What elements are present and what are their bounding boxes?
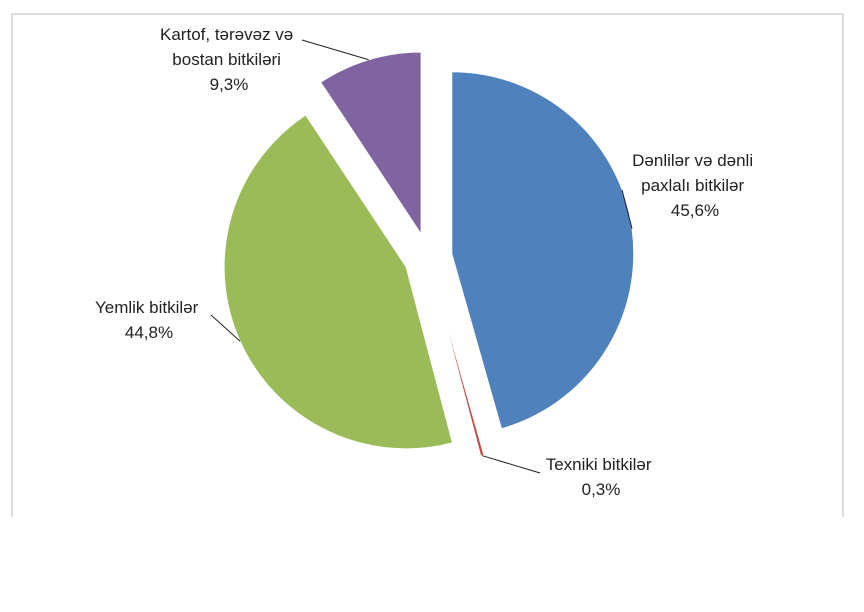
slice-label-kartof: Kartof, tərəvəz və bostan bitkiləri 9,3% (160, 25, 298, 94)
slice-value-denliler: 45,6% (671, 201, 719, 220)
slice-value-yemlik: 44,8% (125, 323, 173, 342)
slice-label-denliler-line2: paxlalı bitkilər (641, 176, 744, 195)
slice-yemlik-leader-line (210, 314, 241, 342)
slice-label-kartof-line2: bostan bitkiləri (172, 50, 281, 69)
slice-value-kartof: 9,3% (210, 75, 249, 94)
slice-denliler (451, 71, 635, 430)
slices-layer (223, 51, 635, 457)
slice-label-texniki: Texniki bitkilər 0,3% (546, 455, 657, 499)
slice-label-denliler-line1: Dənlilər və dənli (632, 151, 753, 170)
leaders-layer (210, 39, 633, 474)
slice-label-yemlik-line1: Yemlik bitkilər (95, 298, 199, 317)
slice-label-texniki-line1: Texniki bitkilər (546, 455, 652, 474)
slice-texniki (433, 280, 485, 457)
slice-label-denliler: Dənlilər və dənli paxlalı bitkilər 45,6% (632, 151, 758, 220)
slice-label-kartof-line1: Kartof, tərəvəz və (160, 25, 293, 44)
slice-label-yemlik: Yemlik bitkilər 44,8% (95, 298, 203, 342)
slice-denliler-leader-line (621, 189, 633, 229)
slice-texniki-leader-line (482, 455, 541, 474)
plot-area-border (11, 13, 844, 517)
slice-kartof-leader-line (301, 39, 369, 61)
slice-kartof (319, 51, 422, 236)
slice-value-texniki: 0,3% (582, 480, 621, 499)
labels-layer: Dənlilər və dənli paxlalı bitkilər 45,6%… (95, 25, 758, 499)
